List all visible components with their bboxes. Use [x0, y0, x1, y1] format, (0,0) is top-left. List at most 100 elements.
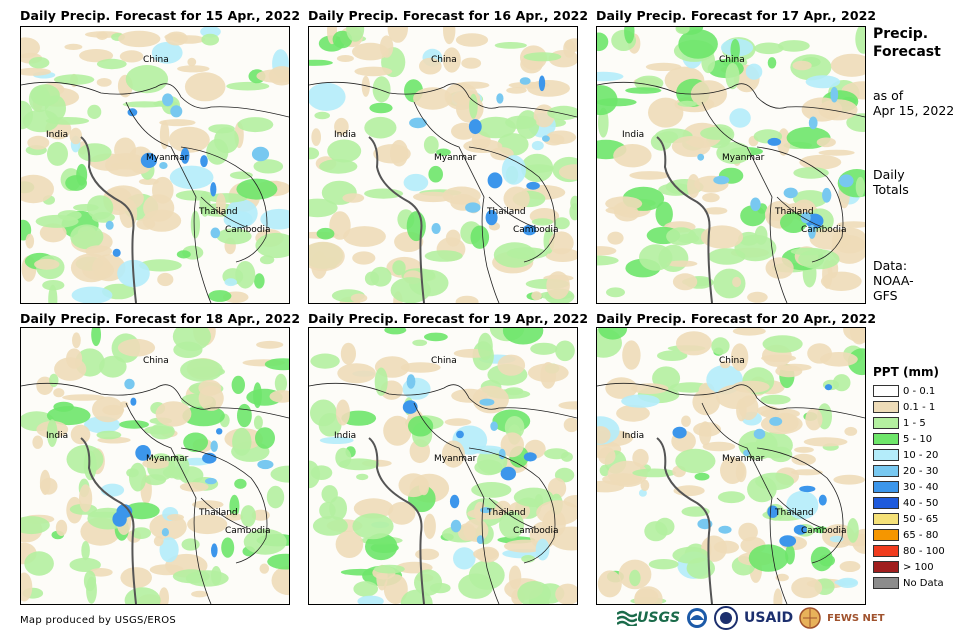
place-label-india: India	[334, 431, 357, 441]
place-label-china: China	[431, 356, 457, 366]
panel-title-3: Daily Precip. Forecast for 17 Apr., 2022	[596, 8, 877, 23]
place-label-china: China	[431, 55, 457, 65]
legend-label: 10 - 20	[903, 449, 939, 461]
legend-label: 80 - 100	[903, 545, 945, 557]
fewsnet-logo-text: FEWS NET	[827, 612, 885, 624]
legend-label: 20 - 30	[903, 465, 939, 477]
legend-label: No Data	[903, 577, 944, 589]
noaa-logo	[687, 608, 708, 628]
place-label-india: India	[46, 130, 69, 140]
place-label-india: India	[46, 431, 69, 441]
place-label-china: China	[143, 55, 169, 65]
place-label-cambodia: Cambodia	[801, 225, 847, 235]
usgs-logo: USGS	[617, 610, 680, 626]
legend-label: > 100	[903, 561, 934, 573]
legend-item: 80 - 100	[873, 543, 945, 559]
place-label-china: China	[719, 55, 745, 65]
forecast-map-5: China India Myanmar Thailand Cambodia	[308, 327, 578, 605]
place-label-myanmar: Myanmar	[434, 454, 477, 464]
legend-label: 5 - 10	[903, 433, 933, 445]
legend-item: 1 - 5	[873, 415, 945, 431]
place-label-china: China	[143, 356, 169, 366]
forecast-map-6: China India Myanmar Thailand Cambodia	[596, 327, 866, 605]
panel-title-6: Daily Precip. Forecast for 20 Apr., 2022	[596, 311, 877, 326]
legend-item: 20 - 30	[873, 463, 945, 479]
legend-swatch	[873, 545, 899, 557]
legend-item: > 100	[873, 559, 945, 575]
forecast-map-1: China India Myanmar Thailand Cambodia	[20, 26, 290, 304]
legend-title: PPT (mm)	[873, 365, 939, 379]
credit-text: Map produced by USGS/EROS	[20, 615, 177, 626]
place-label-thailand: Thailand	[775, 207, 814, 217]
place-label-myanmar: Myanmar	[146, 153, 189, 163]
place-label-cambodia: Cambodia	[225, 526, 271, 536]
legend-swatch	[873, 577, 899, 589]
legend-item: 5 - 10	[873, 431, 945, 447]
legend-swatch	[873, 449, 899, 461]
forecast-map-4: China India Myanmar Thailand Cambodia	[20, 327, 290, 605]
legend-swatch	[873, 433, 899, 445]
usgs-logo-text: USGS	[637, 610, 681, 626]
totals-text: Daily Totals	[873, 167, 909, 197]
place-label-myanmar: Myanmar	[722, 454, 765, 464]
legend-item: 40 - 50	[873, 495, 945, 511]
legend-swatch	[873, 513, 899, 525]
legend-swatch	[873, 481, 899, 493]
legend-swatch	[873, 401, 899, 413]
panel-title-1: Daily Precip. Forecast for 15 Apr., 2022	[20, 8, 301, 23]
place-label-myanmar: Myanmar	[722, 153, 765, 163]
legend-swatch	[873, 417, 899, 429]
data-line2: NOAA-	[873, 273, 914, 288]
as-of-line2: Apr 15, 2022	[873, 103, 955, 118]
place-label-india: India	[622, 431, 645, 441]
totals-line1: Daily	[873, 167, 905, 182]
place-label-cambodia: Cambodia	[801, 526, 847, 536]
legend-swatch	[873, 529, 899, 541]
side-title: Precip. Forecast	[873, 25, 941, 61]
legend-item: 0 - 0.1	[873, 383, 945, 399]
legend-item: 65 - 80	[873, 527, 945, 543]
place-label-thailand: Thailand	[487, 207, 526, 217]
place-label-thailand: Thailand	[487, 508, 526, 518]
place-label-myanmar: Myanmar	[434, 153, 477, 163]
place-label-cambodia: Cambodia	[513, 225, 559, 235]
legend-item: No Data	[873, 575, 945, 591]
data-line1: Data:	[873, 258, 908, 273]
place-label-cambodia: Cambodia	[225, 225, 271, 235]
side-title-line2: Forecast	[873, 44, 941, 60]
data-line3: GFS	[873, 288, 898, 303]
place-label-india: India	[622, 130, 645, 140]
place-label-myanmar: Myanmar	[146, 454, 189, 464]
legend-label: 0.1 - 1	[903, 401, 936, 413]
fewsnet-globe-icon	[799, 607, 821, 629]
forecast-map-2: China India Myanmar Thailand Cambodia	[308, 26, 578, 304]
as-of-text: as of Apr 15, 2022	[873, 88, 954, 118]
legend: 0 - 0.1 0.1 - 1 1 - 5 5 - 10 10 - 20 20 - 30 3…	[873, 383, 945, 591]
panel-title-4: Daily Precip. Forecast for 18 Apr., 2022	[20, 311, 301, 326]
legend-swatch	[873, 497, 899, 509]
legend-swatch	[873, 465, 899, 477]
legend-label: 0 - 0.1	[903, 385, 936, 397]
legend-swatch	[873, 385, 899, 397]
forecast-map-3: China India Myanmar Thailand Cambodia	[596, 26, 866, 304]
as-of-line1: as of	[873, 88, 904, 103]
totals-line2: Totals	[873, 182, 909, 197]
legend-label: 1 - 5	[903, 417, 926, 429]
legend-item: 0.1 - 1	[873, 399, 945, 415]
usaid-seal	[714, 606, 739, 630]
panel-title-2: Daily Precip. Forecast for 16 Apr., 2022	[308, 8, 589, 23]
usgs-wave-icon	[617, 610, 637, 626]
legend-swatch	[873, 561, 899, 573]
legend-item: 30 - 40	[873, 479, 945, 495]
legend-label: 40 - 50	[903, 497, 939, 509]
legend-label: 30 - 40	[903, 481, 939, 493]
place-label-thailand: Thailand	[775, 508, 814, 518]
place-label-cambodia: Cambodia	[513, 526, 559, 536]
usaid-logo-text: USAID	[744, 610, 794, 626]
place-label-india: India	[334, 130, 357, 140]
place-label-thailand: Thailand	[199, 508, 238, 518]
place-label-thailand: Thailand	[199, 207, 238, 217]
legend-label: 65 - 80	[903, 529, 939, 541]
legend-item: 50 - 65	[873, 511, 945, 527]
data-source-text: Data: NOAA- GFS	[873, 258, 914, 303]
